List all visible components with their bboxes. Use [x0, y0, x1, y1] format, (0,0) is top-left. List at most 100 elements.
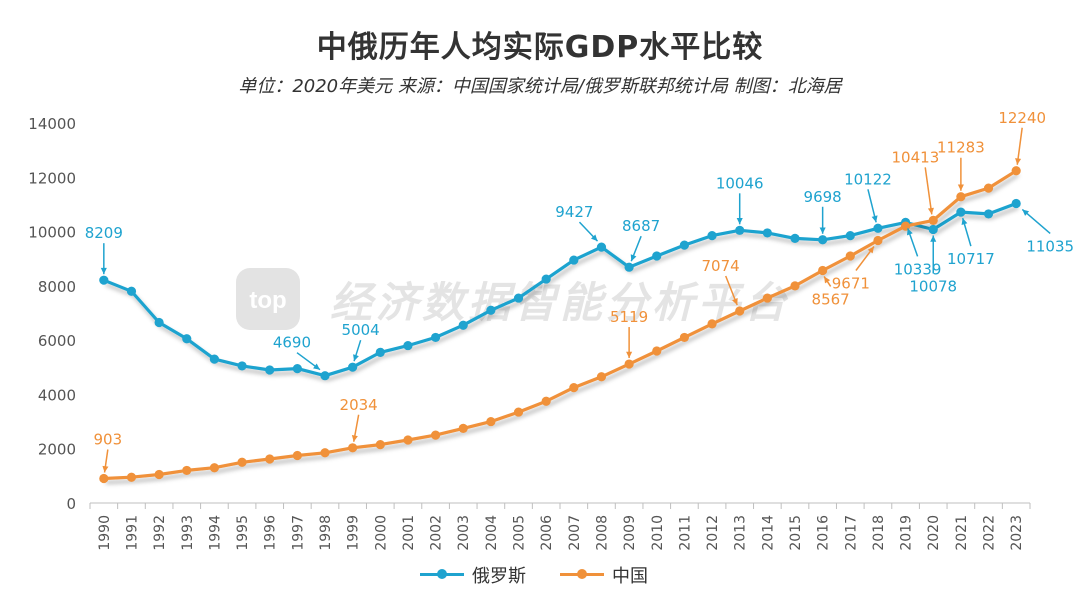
data-label: 10122 — [844, 170, 892, 188]
x-tick-label: 2016 — [816, 515, 832, 551]
data-point — [845, 231, 855, 241]
data-point — [818, 265, 828, 276]
data-label-arrowhead — [313, 363, 320, 370]
data-point — [735, 225, 745, 235]
data-label: 7074 — [702, 257, 740, 275]
x-tick-label: 2018 — [871, 515, 887, 551]
data-point — [762, 293, 772, 303]
data-label-leader — [924, 167, 933, 215]
x-tick-label: 2001 — [401, 515, 417, 551]
x-tick-label: 2012 — [705, 515, 721, 551]
y-tick-label: 10000 — [28, 224, 76, 242]
x-tick-label: 1997 — [290, 515, 306, 551]
x-tick-label: 2021 — [954, 515, 970, 551]
data-point — [320, 448, 330, 458]
data-label-arrowhead — [906, 228, 913, 236]
x-tick-label: 1992 — [152, 515, 168, 551]
data-point — [292, 364, 302, 374]
y-tick-label: 0 — [66, 495, 76, 513]
watermark-text: 经济数据智能分析平台 — [330, 278, 790, 327]
data-label: 10717 — [947, 250, 995, 268]
data-label: 9671 — [832, 275, 870, 293]
data-point — [513, 293, 524, 303]
data-label-arrowhead — [961, 218, 968, 226]
data-point — [375, 440, 385, 450]
x-tick-label: 2011 — [677, 515, 693, 551]
legend-swatch-russia — [420, 569, 464, 579]
data-label: 903 — [94, 430, 123, 448]
data-label: 12240 — [998, 109, 1046, 127]
legend-item-russia: 俄罗斯 — [420, 562, 526, 588]
x-tick-label: 1991 — [124, 515, 140, 551]
data-label-arrowhead — [819, 227, 826, 234]
data-point — [790, 233, 800, 243]
data-point — [209, 463, 220, 473]
legend-item-china: 中国 — [560, 562, 648, 588]
data-point — [182, 465, 192, 476]
x-tick-label: 1994 — [207, 515, 223, 551]
legend-label-china: 中国 — [612, 566, 648, 587]
data-point — [873, 235, 883, 246]
data-point — [873, 223, 883, 233]
x-tick-label: 2007 — [567, 515, 583, 551]
legend: 俄罗斯 中国 — [420, 563, 648, 587]
data-label: 11035 — [1026, 237, 1074, 255]
data-label-arrowhead — [630, 254, 637, 262]
data-point — [265, 365, 275, 375]
series-lines — [103, 169, 1018, 481]
data-label: 11283 — [937, 139, 985, 157]
x-tick-label: 2000 — [373, 515, 389, 551]
data-point — [430, 430, 441, 440]
data-label: 10339 — [894, 260, 942, 278]
x-tick-label: 1995 — [235, 515, 251, 551]
data-point — [99, 275, 109, 285]
data-point — [818, 235, 828, 245]
data-point — [762, 228, 772, 238]
data-label-arrowhead — [824, 276, 831, 284]
data-point — [679, 240, 690, 250]
y-tick-label: 12000 — [28, 169, 76, 187]
data-label-arrowhead — [351, 435, 358, 442]
y-tick-label: 4000 — [38, 386, 76, 404]
data-point — [928, 215, 938, 225]
data-point — [99, 473, 109, 484]
x-tick-label: 2005 — [512, 515, 528, 551]
y-tick-label: 14000 — [28, 115, 76, 133]
watermark-logo-box — [236, 268, 300, 330]
watermark-logo-text: top — [249, 287, 286, 314]
data-point — [624, 359, 634, 369]
x-tick-label: 1998 — [318, 515, 334, 551]
data-label: 8209 — [85, 224, 123, 242]
x-tick-label: 1996 — [263, 515, 279, 551]
data-point — [486, 416, 496, 427]
data-point — [679, 332, 690, 343]
data-point — [182, 334, 192, 344]
data-point — [458, 423, 468, 433]
data-label-arrowhead — [736, 218, 743, 225]
legend-swatch-china — [560, 569, 604, 579]
x-tick-label: 2020 — [926, 515, 942, 551]
data-point — [707, 231, 717, 241]
data-point — [928, 224, 938, 235]
data-point — [403, 435, 413, 445]
data-label-arrowhead — [626, 351, 633, 359]
data-point — [956, 192, 966, 202]
x-tick-label: 2010 — [650, 515, 666, 551]
y-tick-label: 2000 — [38, 441, 76, 459]
data-point — [403, 340, 413, 351]
chart-subtitle: 单位：2020年美元 来源：中国国家统计局/俄罗斯联邦统计局 制图：北海居 — [238, 76, 842, 97]
series-line-1 — [103, 169, 1018, 481]
data-label-arrowhead — [732, 298, 738, 305]
legend-label-russia: 俄罗斯 — [472, 566, 526, 587]
data-label-arrowhead — [1015, 158, 1022, 165]
data-point — [237, 457, 247, 467]
data-point — [790, 281, 800, 291]
data-label: 9698 — [804, 188, 842, 206]
data-label-arrowhead — [930, 235, 937, 242]
data-point — [707, 319, 717, 329]
data-point — [569, 383, 579, 393]
data-labels: 8209469050049427868710046969810122103391… — [85, 109, 1074, 473]
data-point — [209, 354, 220, 364]
data-point — [596, 372, 607, 382]
data-point — [983, 209, 994, 219]
